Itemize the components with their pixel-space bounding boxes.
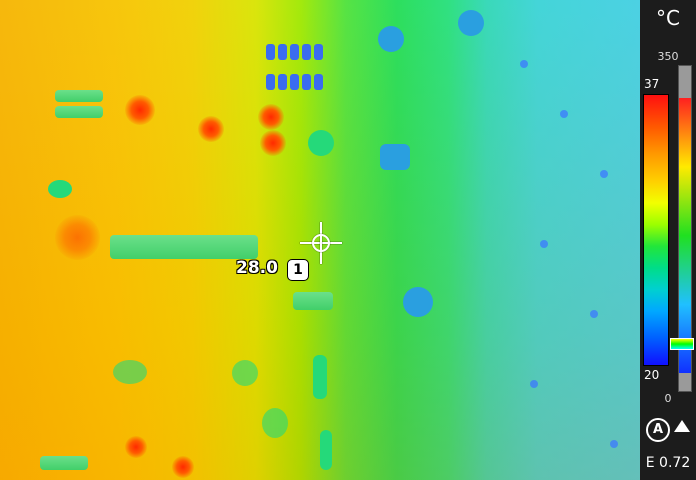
- hot-spot: [260, 130, 286, 156]
- component-pad: [232, 360, 258, 386]
- spot-number-badge: 1: [287, 259, 309, 281]
- component-pad: [380, 144, 410, 170]
- spot-temperature: 28.0: [236, 258, 278, 278]
- range-max-label: 350: [657, 50, 679, 63]
- component-chip: [55, 106, 103, 118]
- hot-spot: [55, 215, 100, 260]
- crosshair-icon[interactable]: [300, 222, 342, 264]
- connector-pad: [302, 44, 311, 60]
- temperature-unit: °C: [656, 6, 680, 30]
- component-pad: [320, 430, 332, 470]
- via: [600, 170, 608, 178]
- hot-spot: [198, 116, 224, 142]
- via: [560, 110, 568, 118]
- hot-spot: [125, 95, 155, 125]
- connector-pad: [302, 74, 311, 90]
- range-min-label: 0: [664, 392, 672, 405]
- palette-min-label: 20: [644, 368, 660, 382]
- arrow-up-icon[interactable]: [674, 420, 690, 432]
- palette-marker[interactable]: [670, 338, 694, 350]
- component-pad: [48, 180, 72, 198]
- connector-pad: [278, 44, 287, 60]
- auto-range-icon[interactable]: A: [646, 418, 670, 442]
- emissivity-value: E 0.72: [645, 455, 691, 471]
- component-chip: [110, 235, 258, 259]
- thermal-image[interactable]: 28.0 1: [0, 0, 640, 480]
- via: [610, 440, 618, 448]
- connector-pad: [314, 74, 323, 90]
- hot-spot: [258, 104, 284, 130]
- component-pad: [313, 355, 327, 399]
- connector-pad: [290, 74, 299, 90]
- component-pad: [458, 10, 484, 36]
- range-window: [679, 98, 691, 373]
- scale-panel: °C 350 37 20 0 A E 0.72: [640, 0, 696, 480]
- range-bar[interactable]: [678, 65, 692, 392]
- component-pad: [378, 26, 404, 52]
- connector-pad: [278, 74, 287, 90]
- color-palette-bar: [643, 94, 669, 366]
- component-chip: [293, 292, 333, 310]
- palette-max-label: 37: [644, 77, 660, 91]
- component-chip: [40, 456, 88, 470]
- component-pad: [113, 360, 147, 384]
- component-pad: [403, 287, 433, 317]
- via: [530, 380, 538, 388]
- via: [590, 310, 598, 318]
- connector-pad: [266, 74, 275, 90]
- via: [520, 60, 528, 68]
- via: [540, 240, 548, 248]
- hot-spot: [172, 456, 194, 478]
- hot-spot: [125, 436, 147, 458]
- component-pad: [308, 130, 334, 156]
- component-pad: [262, 408, 288, 438]
- connector-pad: [314, 44, 323, 60]
- connector-pad: [266, 44, 275, 60]
- component-chip: [55, 90, 103, 102]
- connector-pad: [290, 44, 299, 60]
